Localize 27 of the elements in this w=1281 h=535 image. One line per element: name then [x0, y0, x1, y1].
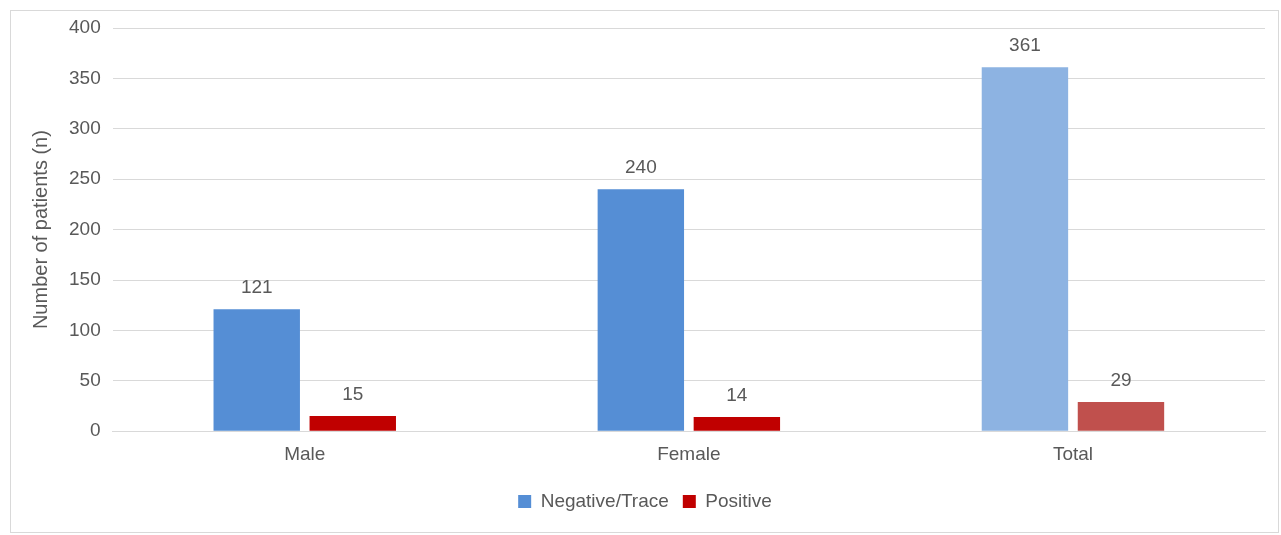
- bar: [309, 416, 396, 431]
- y-axis-title: Number of patients (n): [28, 130, 51, 330]
- data-label: 14: [726, 383, 748, 405]
- data-label: 121: [240, 275, 273, 297]
- x-tick-label: Male: [284, 442, 326, 464]
- bar: [1077, 401, 1165, 431]
- y-tick-label: 100: [69, 318, 101, 340]
- y-tick-label: 350: [69, 66, 101, 88]
- bar: [981, 67, 1069, 431]
- bar: [213, 309, 300, 431]
- data-label: 361: [1009, 34, 1041, 56]
- data-label: 15: [342, 382, 364, 404]
- y-tick-label: 200: [69, 217, 101, 239]
- data-label: 240: [624, 156, 657, 178]
- data-label: 29: [1110, 368, 1132, 390]
- y-tick-label: 400: [69, 16, 101, 38]
- x-tick-label: Female: [657, 442, 721, 464]
- y-tick-label: 150: [69, 268, 101, 290]
- legend-label: Positive: [705, 489, 772, 511]
- y-tick-label: 300: [69, 117, 101, 139]
- bar: [693, 417, 781, 431]
- legend-label: Negative/Trace: [540, 489, 669, 511]
- y-tick-label: 250: [69, 167, 101, 189]
- bar: [597, 189, 685, 431]
- y-tick-label: 50: [79, 369, 101, 391]
- y-tick-label: 0: [90, 419, 101, 441]
- x-tick-label: Total: [1052, 442, 1094, 464]
